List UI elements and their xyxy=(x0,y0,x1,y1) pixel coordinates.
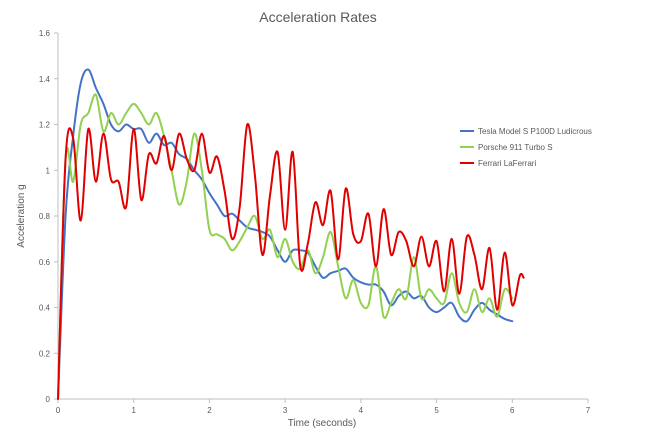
x-tick-label: 1 xyxy=(131,406,136,415)
y-tick-label: 1.2 xyxy=(39,121,51,130)
tesla-series-line xyxy=(57,68,514,400)
porsche-series-line xyxy=(57,93,514,400)
x-axis-label: Time (seconds) xyxy=(288,418,357,429)
legend-label: Ferrari LaFerrari xyxy=(478,159,536,168)
x-tick-label: 4 xyxy=(359,406,364,415)
x-tick-label: 7 xyxy=(586,406,591,415)
x-tick-label: 6 xyxy=(510,406,515,415)
y-tick-label: 1.6 xyxy=(39,29,51,38)
x-tick-label: 0 xyxy=(56,406,61,415)
chart-title: Acceleration Rates xyxy=(259,9,377,25)
y-tick-label: 0.8 xyxy=(39,212,51,221)
legend-label: Tesla Model S P100D Ludicrous xyxy=(478,127,592,136)
y-tick-label: 0.4 xyxy=(39,304,51,313)
legend: Tesla Model S P100D Ludicrous Porsche 911… xyxy=(460,127,592,168)
y-tick-label: 0 xyxy=(46,395,51,404)
x-tick-label: 5 xyxy=(434,406,439,415)
y-tick-label: 1 xyxy=(46,166,51,175)
ferrari-series-line xyxy=(57,123,525,400)
y-axis-label: Acceleration g xyxy=(16,184,27,247)
y-tick-label: 0.6 xyxy=(39,258,51,267)
x-tick-label: 2 xyxy=(207,406,212,415)
axes: 0 0.2 0.4 0.6 0.8 1 1.2 1.4 1.6 0 1 2 3 4 5 6 7 xyxy=(39,29,591,415)
y-tick-label: 0.2 xyxy=(39,349,51,358)
y-tick-label: 1.4 xyxy=(39,75,51,84)
x-tick-label: 3 xyxy=(283,406,288,415)
series-lines xyxy=(57,68,525,400)
legend-label: Porsche 911 Turbo S xyxy=(478,143,553,152)
